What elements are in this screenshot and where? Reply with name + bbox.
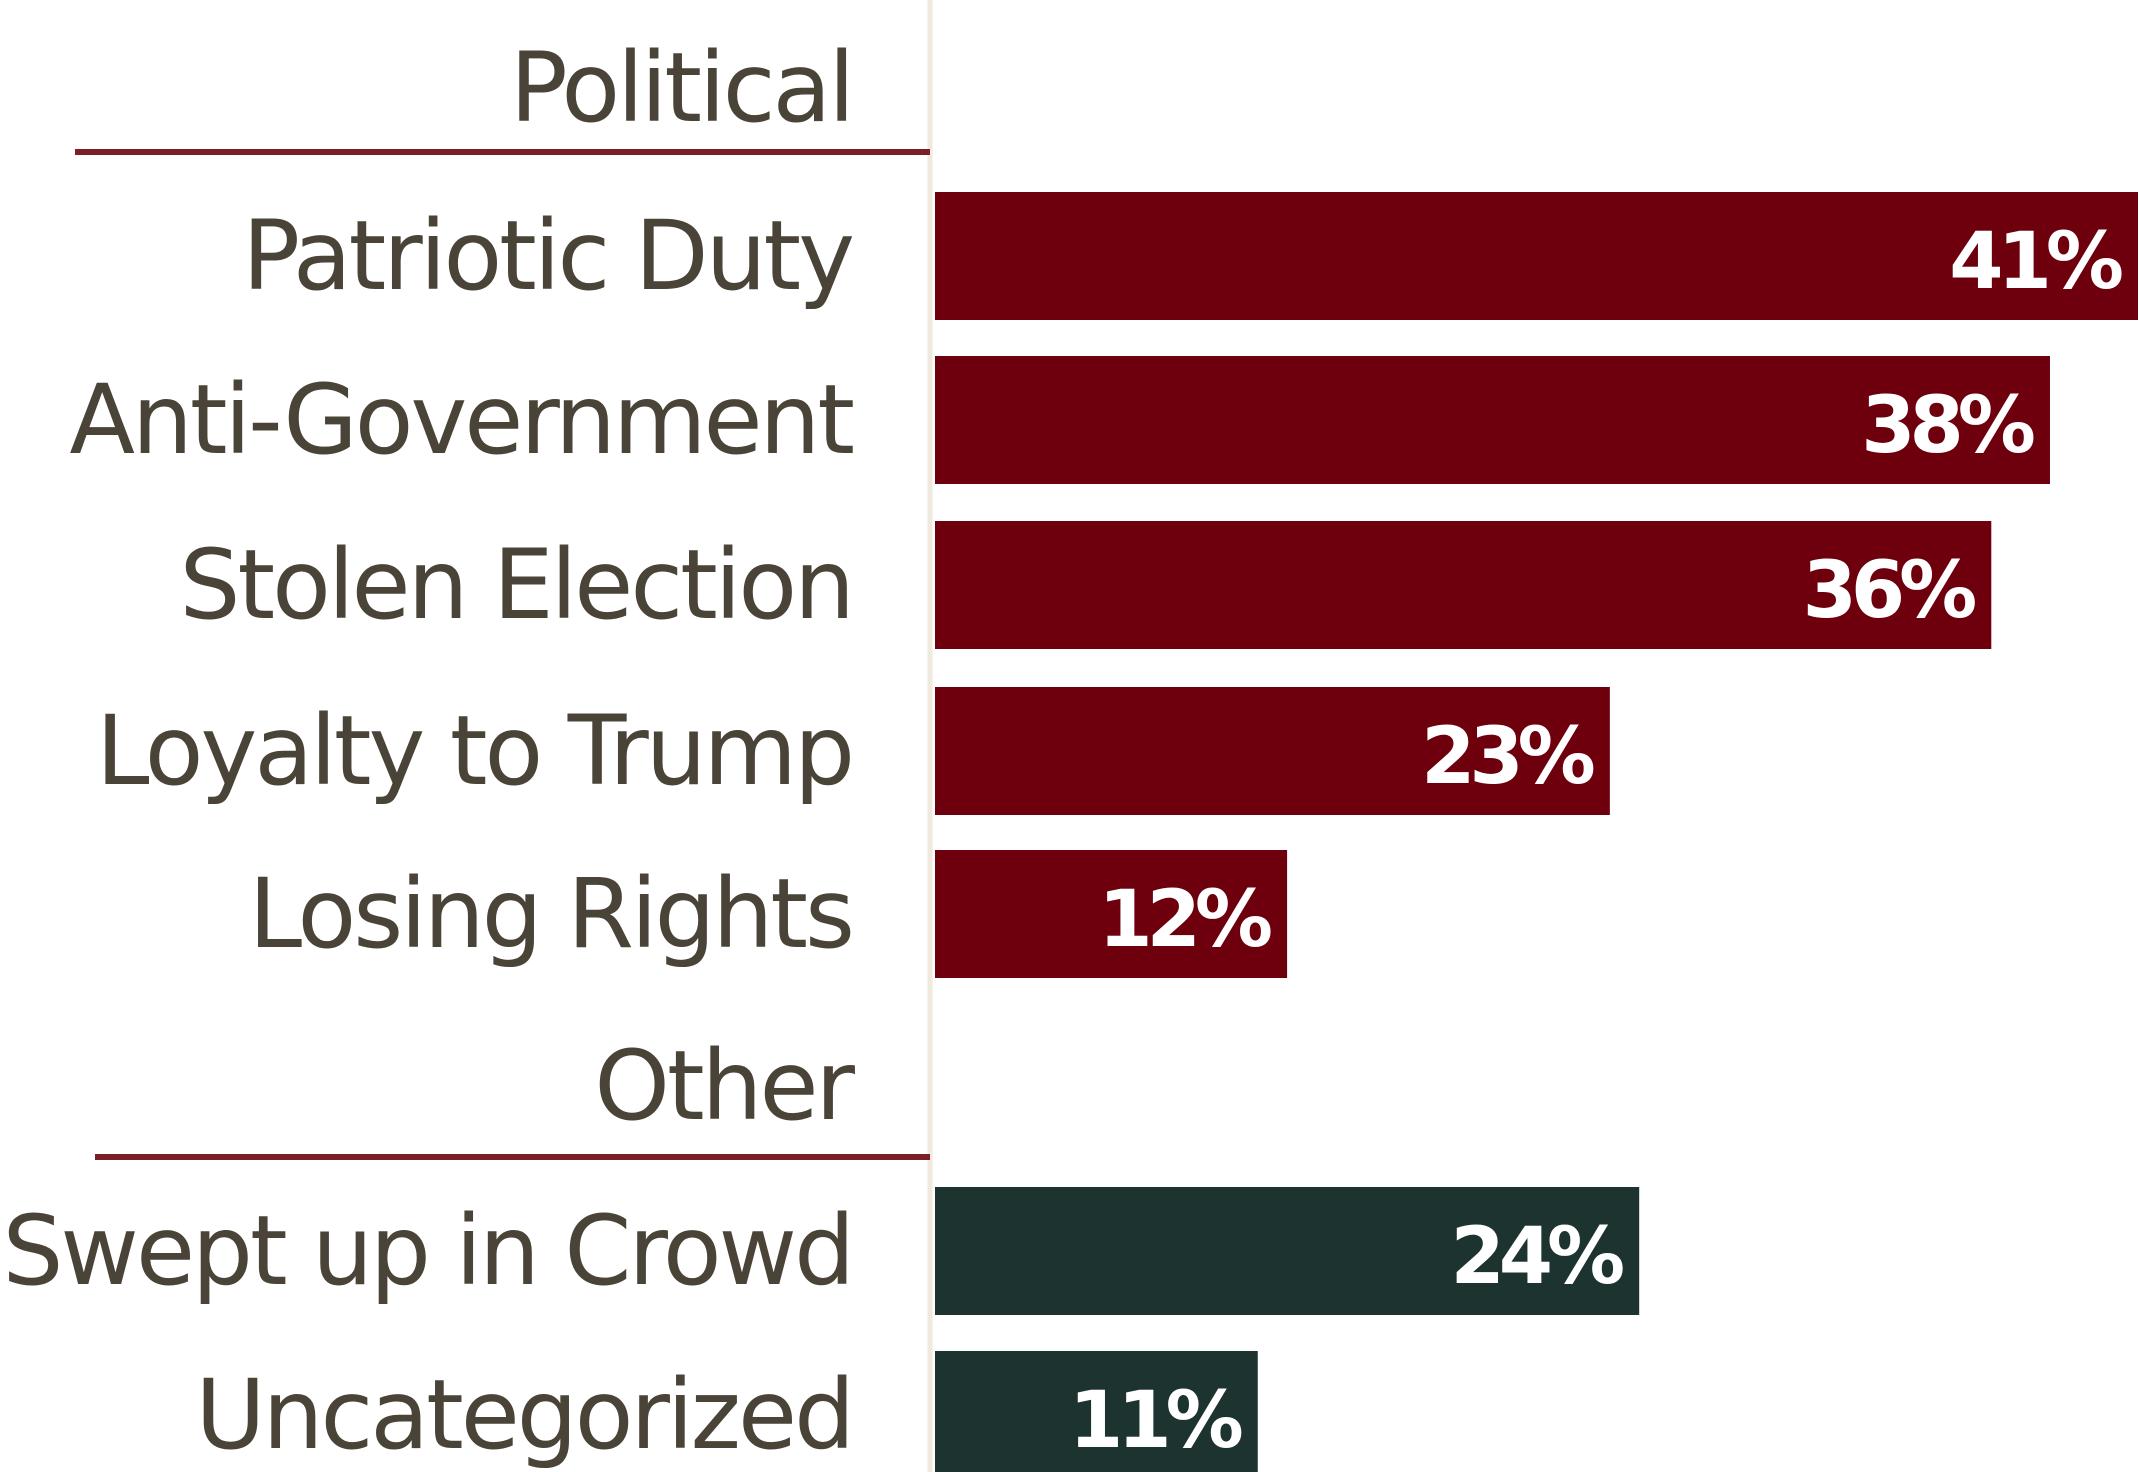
bar-patriotic-duty — [935, 192, 2138, 320]
category-label-patriotic-duty: Patriotic Duty — [242, 200, 852, 312]
category-label-losing-rights: Losing Rights — [249, 858, 852, 970]
value-label-stolen-election: 36% — [1803, 546, 1976, 636]
value-label-patriotic-duty: 41% — [1949, 217, 2122, 307]
bar-loyalty-to-trump — [935, 687, 1610, 815]
category-label-swept-up-in-crowd: Swept up in Crowd — [2, 1195, 852, 1307]
group-label-political: Political — [510, 32, 852, 144]
bar-swept-up-in-crowd — [935, 1187, 1640, 1315]
chart-plot-area: Political Patriotic Duty 41% Anti-Governmen… — [2, 32, 2138, 1472]
category-label-loyalty-to-trump: Loyalty to Trump — [96, 695, 852, 807]
category-label-uncategorized: Uncategorized — [195, 1359, 852, 1471]
value-label-swept-up-in-crowd: 24% — [1450, 1212, 1623, 1302]
bar-anti-government — [935, 356, 2050, 484]
category-label-anti-government: Anti-Government — [69, 364, 853, 476]
value-label-anti-government: 38% — [1861, 381, 2034, 471]
value-label-loyalty-to-trump: 23% — [1421, 712, 1594, 802]
category-label-stolen-election: Stolen Election — [180, 529, 852, 641]
bar-stolen-election — [935, 521, 1992, 649]
group-label-other: Other — [594, 1030, 855, 1142]
bar-losing-rights — [935, 850, 1288, 978]
value-label-uncategorized: 11% — [1069, 1376, 1242, 1466]
bar-uncategorized — [935, 1351, 1258, 1472]
value-label-losing-rights: 12% — [1098, 875, 1271, 965]
